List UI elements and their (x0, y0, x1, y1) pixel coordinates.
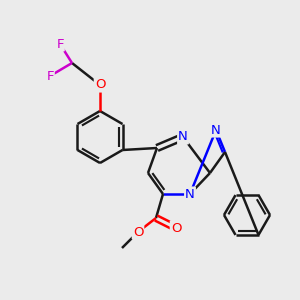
Text: N: N (211, 124, 221, 136)
Text: N: N (185, 188, 195, 200)
Text: O: O (95, 79, 105, 92)
Text: F: F (56, 38, 64, 50)
Text: O: O (171, 221, 181, 235)
Text: O: O (133, 226, 143, 238)
Text: N: N (178, 130, 188, 143)
Text: F: F (46, 70, 54, 83)
